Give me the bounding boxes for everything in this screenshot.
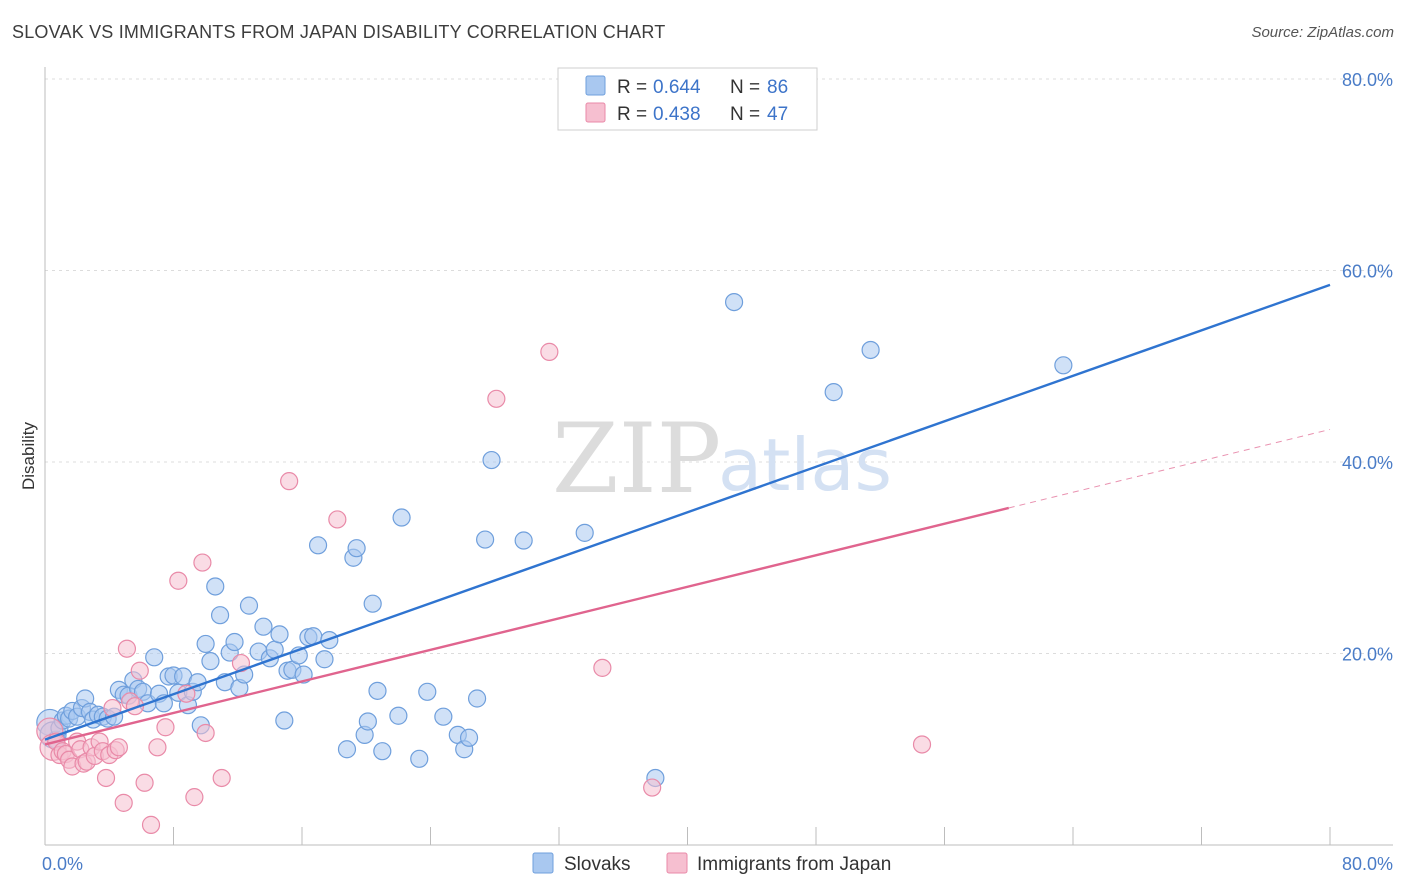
slovaks-point [476, 530, 495, 549]
y-axis-label: Disability [19, 421, 38, 490]
slovaks-point [363, 594, 382, 613]
japan-point [114, 793, 133, 812]
slovaks-point [275, 711, 294, 730]
slovaks-point [434, 707, 453, 726]
series-legend: Slovaks Immigrants from Japan [532, 852, 891, 875]
japan-point [135, 773, 154, 792]
japan-point [593, 658, 612, 677]
slovaks-point [270, 625, 289, 644]
stats-legend-swatch-japan [585, 102, 606, 123]
stats-legend: R = 0.644 N = 86 R = 0.438 N = 47 [557, 67, 818, 131]
slovaks-point [1054, 356, 1073, 375]
japan-point [212, 768, 231, 788]
slovaks-point [724, 292, 744, 312]
slovaks-point [239, 596, 259, 615]
legend-swatch-japan [666, 852, 688, 874]
legend-swatch-slovaks [532, 852, 554, 874]
slovaks-point [824, 383, 843, 402]
slovaks-point [337, 740, 357, 759]
trend-lines [44, 283, 1331, 746]
stats-legend-r-label-0: R = [617, 77, 647, 98]
stats-legend-swatch-slovaks [585, 75, 606, 96]
watermark-atlas: atlas [718, 423, 892, 507]
watermark: ZIP atlas [552, 403, 892, 515]
slovaks-point [210, 606, 230, 625]
slovaks-point [201, 652, 220, 671]
japan-point [912, 735, 932, 754]
slovaks-point [225, 632, 244, 652]
legend-label-slovaks: Slovaks [564, 854, 631, 875]
stats-legend-n-label-0: N = [730, 77, 760, 98]
japan-point [141, 815, 161, 834]
slovaks-point [254, 617, 273, 636]
slovaks-points [36, 89, 1073, 788]
slovaks-point [389, 706, 408, 725]
japan-point [117, 639, 137, 658]
legend-label-japan: Immigrants from Japan [697, 854, 891, 875]
grid-lines [45, 78, 1393, 654]
japan-point [169, 571, 188, 590]
japan-point [540, 342, 559, 361]
slovaks-point [392, 508, 411, 527]
slovaks-point [373, 742, 392, 761]
slovaks-trend-line [44, 283, 1331, 741]
stats-legend-r-value-1: 0.438 [653, 104, 701, 125]
japan-point [148, 738, 167, 757]
stats-legend-n-label-1: N = [730, 104, 760, 125]
slovaks-point [467, 689, 487, 708]
japan-point [130, 661, 149, 680]
stats-legend-n-value-1: 47 [767, 104, 788, 125]
tick-labels: 0.0% 80.0% 20.0% 40.0% 60.0% 80.0% [42, 70, 1393, 874]
japan-point [96, 768, 116, 788]
japan-point [185, 788, 204, 807]
japan-point [193, 553, 212, 572]
stats-legend-n-value-0: 86 [767, 77, 788, 98]
slovaks-point [368, 681, 387, 700]
japan-point [487, 389, 506, 408]
japan-point [328, 510, 347, 529]
slovaks-point [145, 648, 164, 667]
slovaks-point [418, 682, 437, 701]
slovaks-point [196, 634, 215, 654]
chart-title: SLOVAK VS IMMIGRANTS FROM JAPAN DISABILI… [12, 22, 666, 42]
slovaks-point [358, 712, 377, 731]
japan-point [280, 472, 299, 491]
y-tick-label-20: 20.0% [1342, 645, 1393, 665]
slovaks-point [482, 450, 501, 470]
stats-legend-r-value-0: 0.644 [653, 77, 701, 98]
japan-point [156, 718, 175, 737]
slovaks-point [861, 340, 880, 360]
japan-point [643, 778, 662, 797]
watermark-zip: ZIP [552, 403, 721, 515]
japan-point [196, 723, 215, 743]
slovaks-point [514, 531, 533, 550]
slovaks-point [347, 539, 366, 558]
y-tick-label-80: 80.0% [1342, 70, 1393, 90]
stats-legend-r-label-1: R = [617, 104, 647, 125]
slovaks-point [206, 577, 225, 596]
slovaks-point [575, 523, 594, 542]
japan-point [109, 738, 128, 757]
slovaks-point [410, 749, 429, 768]
japan-points [36, 342, 932, 834]
x-tick-label-min: 0.0% [42, 854, 83, 874]
slovaks-point [315, 650, 334, 669]
source-label: Source: ZipAtlas.com [1251, 24, 1394, 41]
x-tick-label-max: 80.0% [1342, 854, 1393, 874]
y-tick-label-40: 40.0% [1342, 453, 1393, 473]
slovaks-point [308, 536, 328, 555]
slovaks-point [459, 728, 479, 747]
japan-trend-line [44, 506, 1010, 746]
y-tick-label-60: 60.0% [1342, 262, 1393, 282]
japan-trend-extension [1008, 428, 1331, 509]
